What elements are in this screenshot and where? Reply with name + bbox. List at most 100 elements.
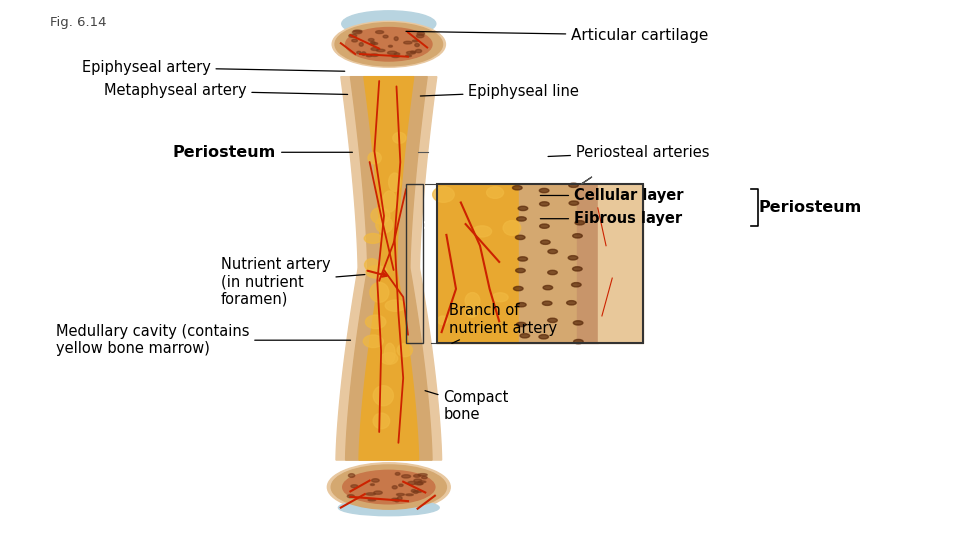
Ellipse shape [373, 491, 382, 494]
Ellipse shape [419, 481, 426, 483]
Ellipse shape [369, 38, 374, 41]
Ellipse shape [414, 475, 420, 477]
Ellipse shape [540, 224, 549, 228]
Ellipse shape [332, 21, 445, 67]
Ellipse shape [417, 482, 422, 485]
Ellipse shape [421, 476, 427, 479]
Bar [437, 184, 643, 343]
Ellipse shape [411, 51, 416, 53]
Polygon shape [336, 77, 442, 460]
Ellipse shape [351, 39, 357, 42]
Ellipse shape [371, 42, 375, 45]
Ellipse shape [331, 465, 446, 509]
Ellipse shape [371, 48, 379, 51]
Ellipse shape [395, 53, 399, 55]
Text: Nutrient artery
(in nutrient
foramen): Nutrient artery (in nutrient foramen) [221, 257, 365, 307]
Text: Articular cartilage: Articular cartilage [406, 28, 708, 43]
Ellipse shape [371, 54, 378, 56]
Ellipse shape [385, 300, 405, 312]
Ellipse shape [540, 188, 549, 193]
Ellipse shape [575, 221, 585, 225]
Ellipse shape [416, 490, 421, 492]
Text: Cellular layer: Cellular layer [540, 188, 684, 203]
Ellipse shape [375, 217, 393, 233]
Bar [437, 184, 519, 343]
Ellipse shape [352, 30, 362, 34]
Ellipse shape [367, 55, 372, 57]
Ellipse shape [397, 343, 413, 357]
Text: Epiphyseal line: Epiphyseal line [420, 84, 579, 99]
Ellipse shape [518, 256, 528, 261]
Ellipse shape [381, 353, 397, 364]
Ellipse shape [365, 259, 379, 271]
Ellipse shape [351, 485, 358, 488]
Ellipse shape [472, 226, 492, 237]
Bar [406, 184, 423, 343]
Ellipse shape [466, 293, 480, 309]
Ellipse shape [571, 282, 581, 287]
Ellipse shape [398, 484, 403, 487]
Ellipse shape [573, 234, 583, 238]
Ellipse shape [569, 201, 579, 205]
Ellipse shape [357, 51, 361, 53]
Ellipse shape [406, 51, 416, 54]
Ellipse shape [520, 334, 530, 338]
Ellipse shape [418, 474, 427, 476]
Ellipse shape [348, 34, 357, 37]
Ellipse shape [383, 35, 388, 38]
Ellipse shape [540, 240, 550, 245]
Ellipse shape [414, 479, 421, 482]
Ellipse shape [516, 235, 525, 240]
Ellipse shape [342, 11, 436, 37]
Ellipse shape [548, 249, 558, 254]
Ellipse shape [364, 233, 382, 244]
Ellipse shape [389, 173, 401, 191]
Ellipse shape [516, 322, 526, 327]
Ellipse shape [408, 481, 416, 485]
Ellipse shape [397, 496, 402, 500]
Ellipse shape [542, 301, 552, 306]
Ellipse shape [376, 49, 385, 52]
Ellipse shape [568, 255, 578, 260]
Ellipse shape [372, 478, 379, 482]
Text: Compact
bone: Compact bone [425, 390, 509, 422]
Ellipse shape [396, 494, 404, 496]
Polygon shape [346, 77, 432, 460]
Ellipse shape [393, 485, 397, 489]
Ellipse shape [573, 321, 583, 325]
Ellipse shape [366, 493, 375, 495]
Ellipse shape [543, 286, 553, 290]
Ellipse shape [413, 40, 419, 42]
Ellipse shape [393, 132, 406, 144]
Ellipse shape [548, 318, 558, 322]
Text: Fig. 6.14: Fig. 6.14 [50, 16, 107, 29]
Ellipse shape [572, 267, 582, 271]
Ellipse shape [382, 191, 396, 212]
Ellipse shape [415, 43, 420, 46]
Ellipse shape [375, 31, 384, 33]
Text: Periosteum: Periosteum [173, 145, 352, 160]
Ellipse shape [416, 50, 421, 53]
Ellipse shape [518, 206, 528, 211]
Ellipse shape [348, 474, 355, 477]
Text: Metaphyseal artery: Metaphyseal artery [104, 83, 348, 98]
Ellipse shape [353, 30, 362, 32]
Ellipse shape [366, 266, 387, 278]
Text: Periosteal arteries: Periosteal arteries [548, 145, 709, 160]
Ellipse shape [415, 482, 423, 485]
Ellipse shape [395, 499, 399, 502]
Ellipse shape [395, 37, 398, 40]
Ellipse shape [366, 315, 386, 329]
Ellipse shape [359, 43, 363, 46]
Ellipse shape [389, 45, 393, 47]
Bar [598, 184, 643, 343]
Ellipse shape [392, 498, 398, 501]
Ellipse shape [370, 282, 389, 302]
Ellipse shape [438, 316, 447, 325]
Ellipse shape [401, 475, 411, 478]
Ellipse shape [433, 187, 454, 202]
Ellipse shape [411, 489, 416, 492]
Text: Branch of
nutrient artery: Branch of nutrient artery [449, 303, 558, 343]
Ellipse shape [385, 343, 396, 363]
Ellipse shape [392, 56, 399, 58]
